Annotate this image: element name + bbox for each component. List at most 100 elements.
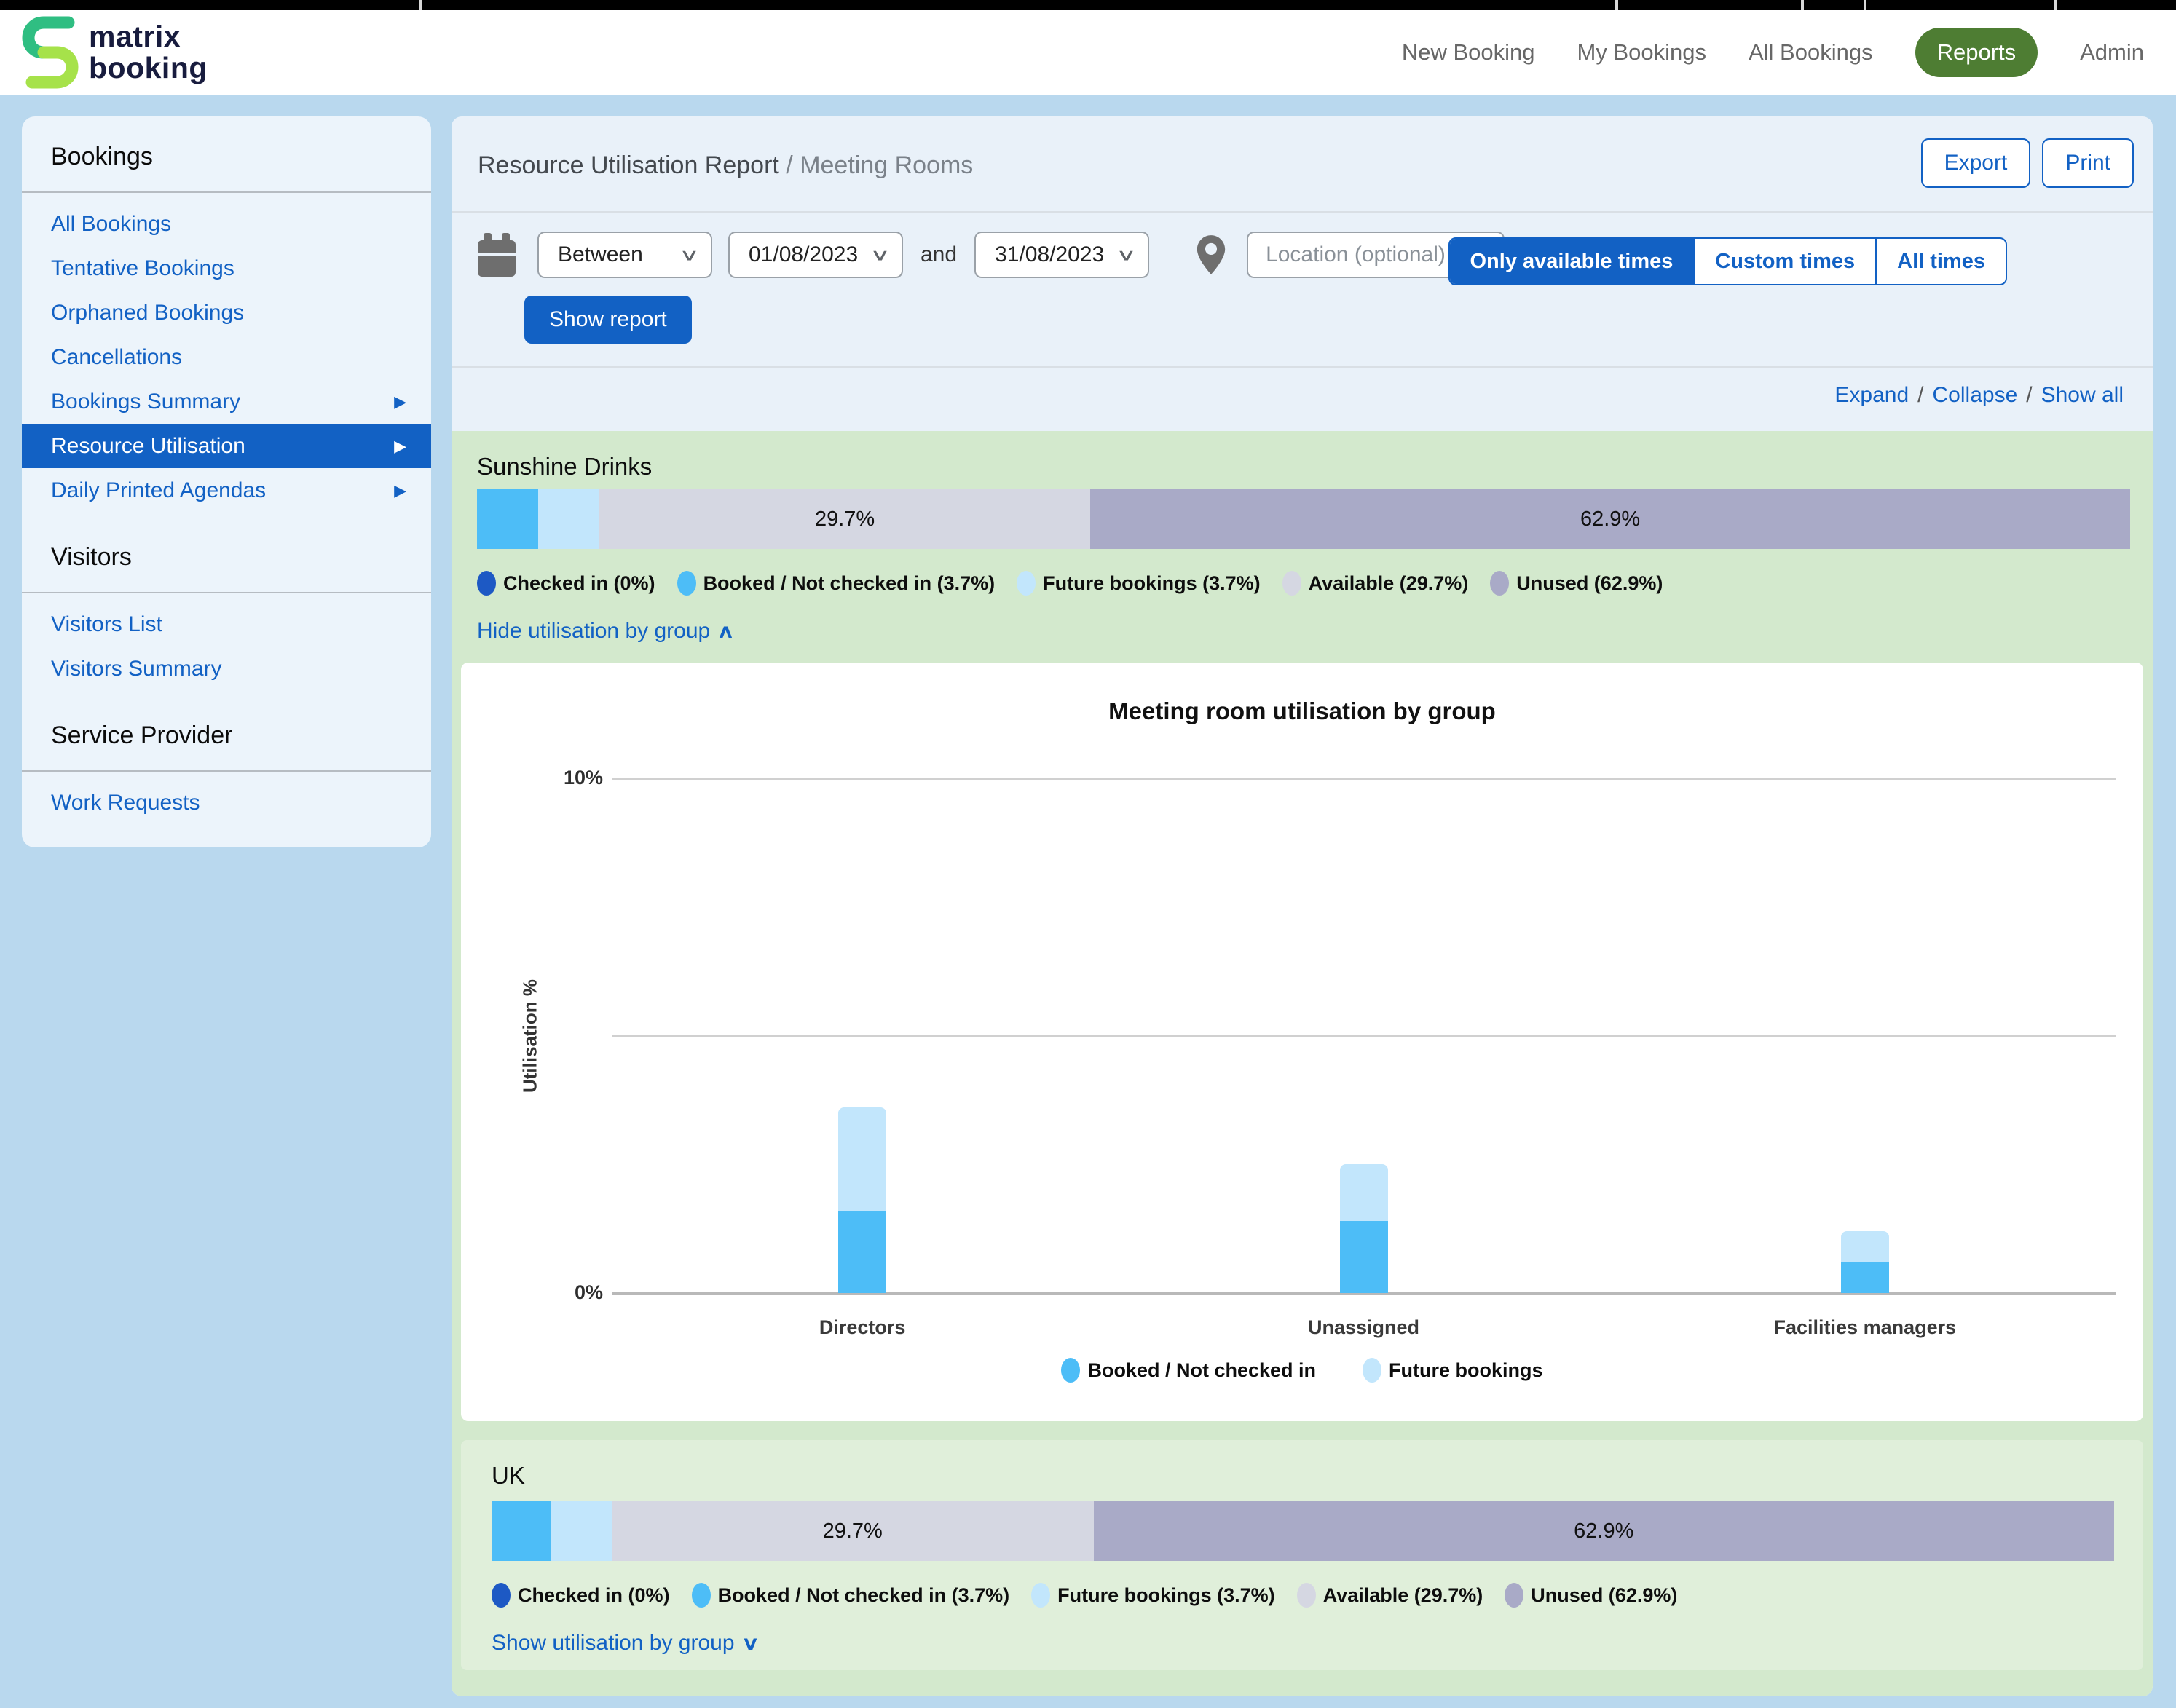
legend-dot-icon <box>1490 571 1510 596</box>
nav-new-booking[interactable]: New Booking <box>1401 39 1535 65</box>
sidebar-item-orphaned-bookings[interactable]: Orphaned Bookings <box>22 290 431 335</box>
bar-segment-available: 29.7% <box>611 1501 1094 1561</box>
time-option-only-available-times[interactable]: Only available times <box>1449 239 1694 284</box>
section-title-uk: UK <box>492 1462 525 1489</box>
date-from-value: 01/08/2023 <box>749 242 859 266</box>
sidebar-item-work-requests[interactable]: Work Requests <box>22 780 431 825</box>
chart-legend: Booked / Not checked in Future bookings <box>461 1358 2143 1383</box>
legend-item-unused-62-9: Unused (62.9%) <box>1490 571 1663 596</box>
sidebar-item-cancellations[interactable]: Cancellations <box>22 335 431 379</box>
legend-item-future-bookings-3-7: Future bookings (3.7%) <box>1031 1583 1275 1608</box>
legend-label: Unused (62.9%) <box>1531 1584 1678 1606</box>
x-category-label-directors: Directors <box>819 1316 906 1338</box>
bar-segment-unused: 62.9% <box>1090 489 2130 549</box>
bar-segment-future-bookings <box>551 1501 612 1561</box>
hide-utilisation-by-group-link[interactable]: Hide utilisation by group ∧ <box>477 619 736 644</box>
legend-dot-icon <box>1505 1583 1524 1608</box>
date-from-select[interactable]: 01/08/2023 ∨ <box>728 232 903 278</box>
collapse-link[interactable]: Collapse <box>1932 383 2018 407</box>
sidebar-item-tentative-bookings[interactable]: Tentative Bookings <box>22 246 431 290</box>
bar-segment-booked-not-checked-in <box>477 489 538 549</box>
sidebar-item-daily-printed-agendas[interactable]: Daily Printed Agendas ▶ <box>22 468 431 513</box>
main-panel: Resource Utilisation Report / Meeting Ro… <box>452 116 2153 1696</box>
nav-my-bookings[interactable]: My Bookings <box>1577 39 1706 65</box>
chevron-down-icon: ∨ <box>741 1632 760 1654</box>
x-category-label-facilities-managers: Facilities managers <box>1773 1316 1957 1338</box>
time-option-custom-times[interactable]: Custom times <box>1693 239 1875 284</box>
matrix-booking-logo[interactable]: matrix booking <box>22 12 208 92</box>
page-title-main: Resource Utilisation Report <box>478 151 787 179</box>
sidebar-item-visitors-list[interactable]: Visitors List <box>22 602 431 647</box>
sidebar-item-label: Resource Utilisation <box>51 433 245 458</box>
sidebar-item-bookings-summary[interactable]: Bookings Summary ▶ <box>22 379 431 424</box>
nav-all-bookings[interactable]: All Bookings <box>1748 39 1873 65</box>
page-title: Resource Utilisation Report / Meeting Ro… <box>478 151 973 180</box>
uk-legend: Checked in (0%) Booked / Not checked in (… <box>492 1583 1677 1608</box>
chevron-right-icon: ▶ <box>394 436 406 455</box>
logo-line1: matrix <box>89 20 181 53</box>
time-option-all-times[interactable]: All times <box>1875 239 2006 284</box>
show-report-button[interactable]: Show report <box>524 296 692 344</box>
legend-label: Checked in (0%) <box>518 1584 670 1606</box>
bar-segment-future-bookings <box>537 489 599 549</box>
legend-label: Future bookings (3.7%) <box>1057 1584 1275 1606</box>
legend-label: Unused (62.9%) <box>1516 572 1663 594</box>
nav-reports[interactable]: Reports <box>1915 28 2038 77</box>
page-title-suffix: / Meeting Rooms <box>786 151 974 179</box>
divider <box>22 191 431 193</box>
legend-label: Available (29.7%) <box>1308 572 1469 594</box>
date-range-type-select[interactable]: Between ∨ <box>537 232 712 278</box>
sidebar-item-all-bookings[interactable]: All Bookings <box>22 202 431 246</box>
divider <box>452 366 2153 368</box>
chevron-right-icon: ▶ <box>394 392 406 411</box>
show-all-link[interactable]: Show all <box>2041 383 2124 407</box>
chart-card: Meeting room utilisation by group 0% 10% Ut… <box>461 663 2143 1421</box>
bar-segment-unused: 62.9% <box>1093 1501 2114 1561</box>
top-nav: New Booking My Bookings All Bookings Report… <box>1402 28 2144 77</box>
legend-dot-icon <box>1031 1583 1051 1608</box>
divider <box>22 592 431 593</box>
show-utilisation-by-group-link[interactable]: Show utilisation by group ∨ <box>492 1631 760 1656</box>
sidebar-item-visitors-summary[interactable]: Visitors Summary <box>22 647 431 691</box>
nav-admin[interactable]: Admin <box>2080 39 2144 65</box>
topbar-tick <box>1864 0 1866 10</box>
print-button[interactable]: Print <box>2042 138 2134 188</box>
legend-item-unused-62-9: Unused (62.9%) <box>1505 1583 1677 1608</box>
legend-dot-icon <box>492 1583 511 1608</box>
chevron-down-icon: ∨ <box>1116 245 1137 264</box>
legend-item-available-29-7: Available (29.7%) <box>1282 571 1469 596</box>
legend-item-future-bookings-3-7: Future bookings (3.7%) <box>1017 571 1261 596</box>
sidebar-item-label: Work Requests <box>51 790 200 815</box>
app-header: matrix booking New Booking My Bookings All… <box>0 10 2176 95</box>
sidebar-heading-bookings: Bookings <box>51 143 153 170</box>
logo-text: matrix booking <box>89 21 208 84</box>
toggle-link-label: Hide utilisation by group <box>477 619 711 643</box>
toggle-link-label: Show utilisation by group <box>492 1631 735 1655</box>
legend-item-checked-in-0: Checked in (0%) <box>492 1583 670 1608</box>
legend-label: Booked / Not checked in (3.7%) <box>717 1584 1010 1606</box>
export-button[interactable]: Export <box>1920 138 2031 188</box>
sidebar-item-resource-utilisation[interactable]: Resource Utilisation ▶ <box>22 424 431 468</box>
legend-label: Future bookings <box>1389 1359 1543 1381</box>
chevron-up-icon: ∧ <box>717 620 736 642</box>
legend-dot-icon <box>677 571 696 596</box>
x-category-label-unassigned: Unassigned <box>1307 1316 1420 1338</box>
sidebar-item-label: Tentative Bookings <box>51 256 234 280</box>
filter-row: Between ∨ 01/08/2023 ∨ and 31/08/2023 ∨ <box>478 232 1505 278</box>
chart-legend-item-future-bookings: Future bookings <box>1363 1358 1543 1383</box>
expand-link[interactable]: Expand <box>1834 383 1909 407</box>
divider <box>452 211 2153 213</box>
topbar-tick <box>419 0 422 10</box>
sidebar-list-service-provider: Work Requests <box>22 772 431 829</box>
sidebar-item-label: Daily Printed Agendas <box>51 478 267 502</box>
time-filter-toggle: Only available times Custom times All time… <box>1448 237 2007 285</box>
separator: / <box>2026 383 2033 407</box>
top-black-bar <box>0 0 2176 10</box>
calendar-icon <box>478 233 516 277</box>
topbar-tick <box>1615 0 1618 10</box>
topbar-tick <box>2054 0 2057 10</box>
sidebar-item-label: Bookings Summary <box>51 389 241 414</box>
gridline-10 <box>612 778 2116 780</box>
date-to-select[interactable]: 31/08/2023 ∨ <box>974 232 1150 278</box>
y-tick-label: 10% <box>563 767 603 788</box>
